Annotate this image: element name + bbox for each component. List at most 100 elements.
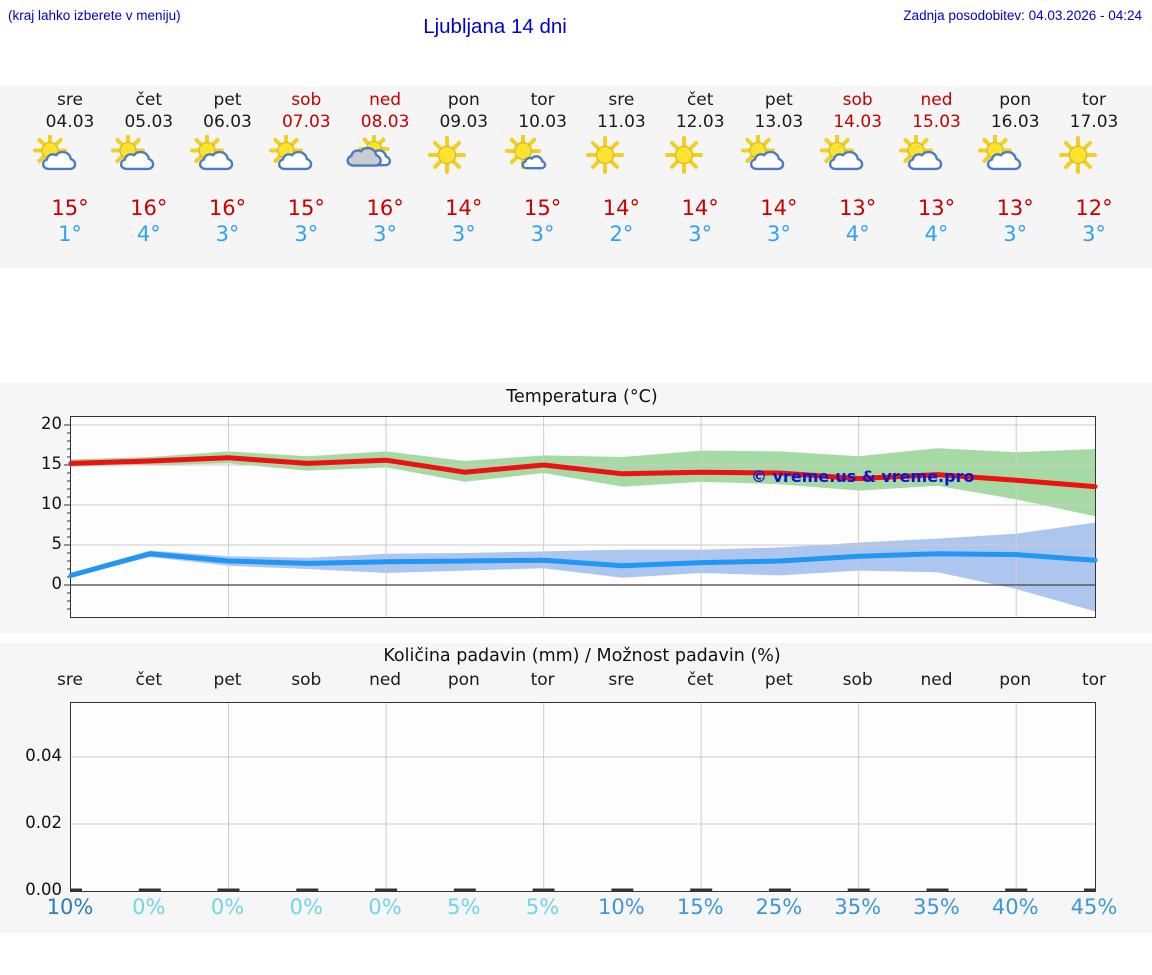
weather-icon-sun-cloud: [31, 135, 110, 181]
day-name-label: ned: [369, 90, 402, 110]
day-date-label: 13.03: [754, 112, 804, 132]
temperature-chart-plot: © vreme.us & vreme.pro: [64, 416, 1098, 618]
precip-chance-label: 45%: [1070, 895, 1118, 919]
temp-min-label: 4°: [845, 222, 870, 246]
temp-max-label: 15°: [287, 196, 325, 220]
temp-min-label: 3°: [373, 222, 398, 246]
day-date-label: 08.03: [360, 112, 410, 132]
precip-chance-label: 25%: [755, 895, 803, 919]
temp-min-label: 3°: [688, 222, 713, 246]
page-title: Ljubljana 14 dni: [423, 15, 567, 38]
day-name-label: čet: [686, 90, 714, 110]
day-date-label: 09.03: [439, 112, 489, 132]
precip-chance-label: 15%: [676, 895, 724, 919]
forecast-strip: sre 04.03 15° 1° čet 05.03 16° 4° pet 06.03 16° 3° s…: [0, 86, 1152, 268]
precip-chance-label: 40%: [991, 895, 1039, 919]
temp-min-label: 4°: [136, 222, 161, 246]
precipitation-chart-plot: [70, 702, 1096, 892]
precip-day-label: čet: [135, 670, 163, 690]
temperature-ytick-label: 0: [51, 574, 63, 593]
precip-day-label: sre: [57, 670, 83, 690]
precipitation-ytick-label: 0.02: [25, 813, 62, 832]
precip-chance-label: 10%: [598, 895, 645, 919]
day-column: sre 11.03 14° 2°: [582, 86, 661, 268]
temp-min-label: 4°: [924, 222, 949, 246]
precip-day-label: čet: [686, 670, 714, 690]
precip-bar: [71, 888, 82, 891]
weather-icon-sun-cloud: [188, 135, 267, 181]
day-date-label: 15.03: [912, 112, 961, 132]
day-name-label: pet: [213, 90, 242, 110]
precip-bar: [847, 888, 870, 891]
min-temp-line: [68, 551, 1098, 578]
temperature-ytick-label: 20: [41, 414, 62, 433]
precipitation-ytick-label: 0.00: [25, 880, 62, 899]
temperature-ytick-label: 10: [41, 494, 62, 513]
precip-bar: [926, 888, 949, 891]
day-column: ned 08.03 16° 3°: [346, 86, 425, 268]
temp-min-label: 3°: [1082, 222, 1106, 246]
temp-min-label: 3°: [451, 222, 476, 246]
day-date-label: 12.03: [675, 112, 725, 132]
temp-min-label: 3°: [294, 222, 319, 246]
day-date-label: 16.03: [990, 112, 1040, 132]
day-name-label: sre: [608, 90, 635, 110]
temperature-axis-ticks: [64, 424, 71, 610]
day-name-label: tor: [530, 90, 555, 110]
temp-max-label: 14°: [445, 196, 483, 220]
temperature-ytick-label: 15: [41, 454, 62, 473]
precip-chance-label: 10%: [46, 895, 94, 919]
last-update-text: Zadnja posodobitev: 04.03.2026 - 04:24: [903, 8, 1142, 23]
temperature-chart-figure: Temperatura (°C) 0 5 10 15 20 © vreme.us & v…: [0, 383, 1152, 633]
precip-chance-label: 5%: [447, 895, 481, 919]
watermark-link[interactable]: © vreme.us & vreme.pro: [751, 467, 975, 486]
day-name-label: sre: [57, 90, 83, 110]
temp-min-label: 3°: [1003, 222, 1028, 246]
precip-bar: [690, 888, 713, 891]
temperature-ytick-label: 5: [51, 534, 63, 553]
precip-bar: [768, 888, 791, 891]
day-column: pon 16.03 13° 3°: [976, 86, 1055, 268]
precip-day-label: sob: [291, 670, 322, 690]
precipitation-chart-canvas: [71, 703, 1095, 891]
precip-day-label: ned: [369, 670, 402, 690]
weather-icon-sun-cloud: [739, 135, 818, 181]
precip-chance-label: 0%: [368, 895, 402, 919]
min-temp-range-band: [71, 522, 1095, 612]
precip-chance-label: 0%: [132, 895, 166, 919]
precip-chance-label: 35%: [834, 895, 882, 919]
temp-min-label: 3°: [530, 222, 555, 246]
day-name-label: pon: [999, 90, 1032, 110]
day-column: čet 12.03 14° 3°: [661, 86, 740, 268]
day-column: tor 17.03 12° 3°: [1055, 86, 1134, 268]
day-date-label: 06.03: [203, 112, 252, 132]
precip-bar: [611, 888, 634, 891]
temperature-chart-canvas: [64, 417, 1098, 617]
precipitation-grid: [71, 703, 1095, 891]
precip-day-label: pon: [447, 670, 480, 690]
temp-max-label: 14°: [602, 196, 640, 220]
day-name-label: pon: [447, 90, 480, 110]
precipitation-chart-title: Količina padavin (mm) / Možnost padavin …: [383, 646, 781, 666]
weather-icon-sun-cloud: [976, 135, 1055, 181]
temp-max-label: 15°: [523, 196, 562, 220]
day-column: sob 07.03 15° 3°: [267, 86, 346, 268]
temp-max-label: 13°: [839, 196, 877, 220]
precip-chance-label: 0%: [210, 895, 245, 919]
weather-icon-sun: [1055, 135, 1134, 181]
day-date-label: 14.03: [833, 112, 883, 132]
day-name-label: pet: [764, 90, 793, 110]
temp-min-label: 3°: [766, 222, 791, 246]
precip-day-label: pet: [764, 670, 793, 690]
day-column: sob 14.03 13° 4°: [818, 86, 897, 268]
weather-icon-sun-cloud: [267, 135, 346, 181]
weather-icon-sun-cloud: [897, 135, 976, 181]
day-name-label: sob: [842, 90, 873, 110]
day-date-label: 11.03: [597, 112, 646, 132]
precip-day-label: tor: [530, 670, 555, 690]
day-name-label: tor: [1081, 90, 1107, 110]
menu-hint-link[interactable]: (kraj lahko izberete v meniju): [8, 8, 181, 23]
temp-max-label: 16°: [130, 196, 168, 220]
temp-max-label: 13°: [917, 196, 956, 220]
precip-bar: [1005, 888, 1028, 891]
